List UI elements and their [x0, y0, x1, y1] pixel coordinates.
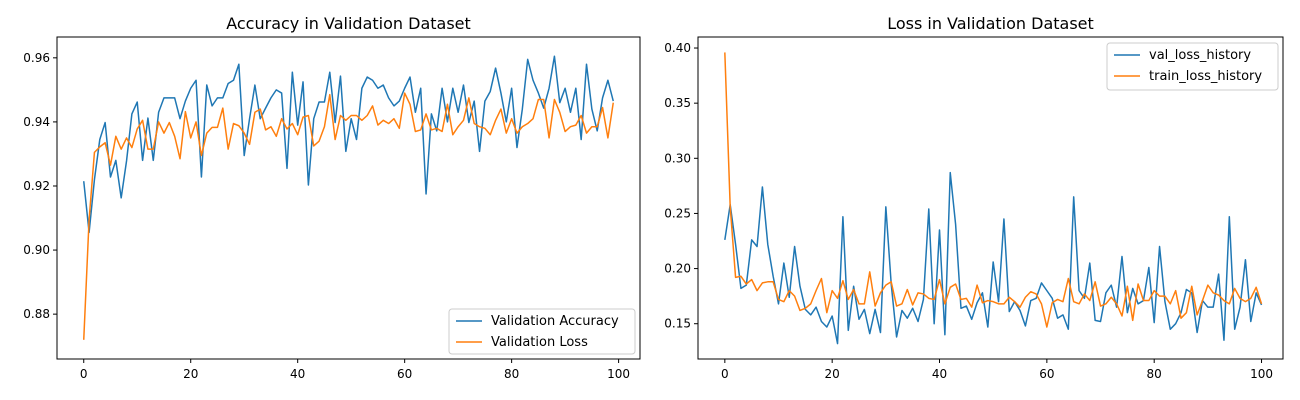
accuracy-series-line-2 — [82, 92, 615, 340]
accuracy-y-tick-label: 0.90 — [23, 243, 50, 257]
loss-chart-title: Loss in Validation Dataset — [887, 14, 1094, 33]
accuracy-y-tick-label: 0.92 — [23, 179, 50, 193]
loss-plot-area: 0 20 40 60 80 100 0.15 0.20 0.25 0.30 0.35 0.40 val_… — [664, 41, 1279, 381]
loss-axes-frame — [697, 36, 1284, 360]
accuracy-y-tick-label: 0.96 — [23, 51, 50, 65]
accuracy-x-tick-label: 20 — [183, 367, 198, 381]
accuracy-x-tick-label: 60 — [397, 367, 412, 381]
accuracy-axes-frame — [56, 36, 641, 360]
loss-legend-label: val_loss_history — [1149, 48, 1251, 63]
loss-legend-label: train_loss_history — [1149, 69, 1262, 84]
loss-y-tick-label: 0.20 — [664, 262, 691, 276]
accuracy-x-tick-label: 0 — [80, 367, 88, 381]
accuracy-series-line-1 — [82, 55, 614, 234]
loss-x-tick-label: 80 — [1147, 367, 1162, 381]
accuracy-legend-box — [448, 308, 636, 355]
loss-x-tick-label: 100 — [1250, 367, 1273, 381]
accuracy-y-tick-label: 0.94 — [23, 115, 50, 129]
loss-series-line-2 — [724, 52, 1263, 328]
accuracy-chart-panel: Accuracy in Validation Dataset 0 20 40 60 80… — [23, 14, 641, 381]
loss-y-tick-label: 0.25 — [664, 206, 691, 220]
loss-x-tick-label: 40 — [932, 367, 947, 381]
loss-chart-panel: Loss in Validation Dataset 0 20 40 60 80 1000… — [664, 14, 1284, 381]
loss-legend-box — [1106, 42, 1279, 91]
accuracy-legend-label: Validation Loss — [491, 335, 588, 350]
accuracy-plot-area: 0 20 40 60 80 100 0.88 0.90 0.92 0.94 0.96 Validati… — [23, 51, 636, 381]
loss-y-tick-label: 0.35 — [664, 96, 691, 110]
accuracy-x-tick-label: 40 — [290, 367, 305, 381]
loss-y-tick-label: 0.30 — [664, 151, 691, 165]
accuracy-x-tick-label: 80 — [504, 367, 519, 381]
loss-x-tick-label: 20 — [825, 367, 840, 381]
loss-y-tick-label: 0.40 — [664, 41, 691, 55]
accuracy-y-tick-label: 0.88 — [23, 307, 50, 321]
loss-y-tick-label: 0.15 — [664, 317, 691, 331]
loss-x-tick-label: 60 — [1039, 367, 1054, 381]
accuracy-chart-title: Accuracy in Validation Dataset — [226, 14, 471, 33]
loss-series-line-1 — [724, 171, 1263, 345]
accuracy-x-tick-label: 100 — [607, 367, 630, 381]
loss-x-tick-label: 0 — [721, 367, 729, 381]
accuracy-legend-label: Validation Accuracy — [491, 314, 619, 329]
